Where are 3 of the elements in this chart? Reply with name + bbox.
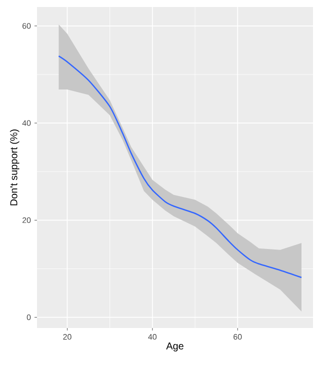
y-axis-title: Don't support (%) xyxy=(10,130,20,206)
line-series xyxy=(58,55,302,278)
x-axis-title: Age xyxy=(166,342,184,352)
